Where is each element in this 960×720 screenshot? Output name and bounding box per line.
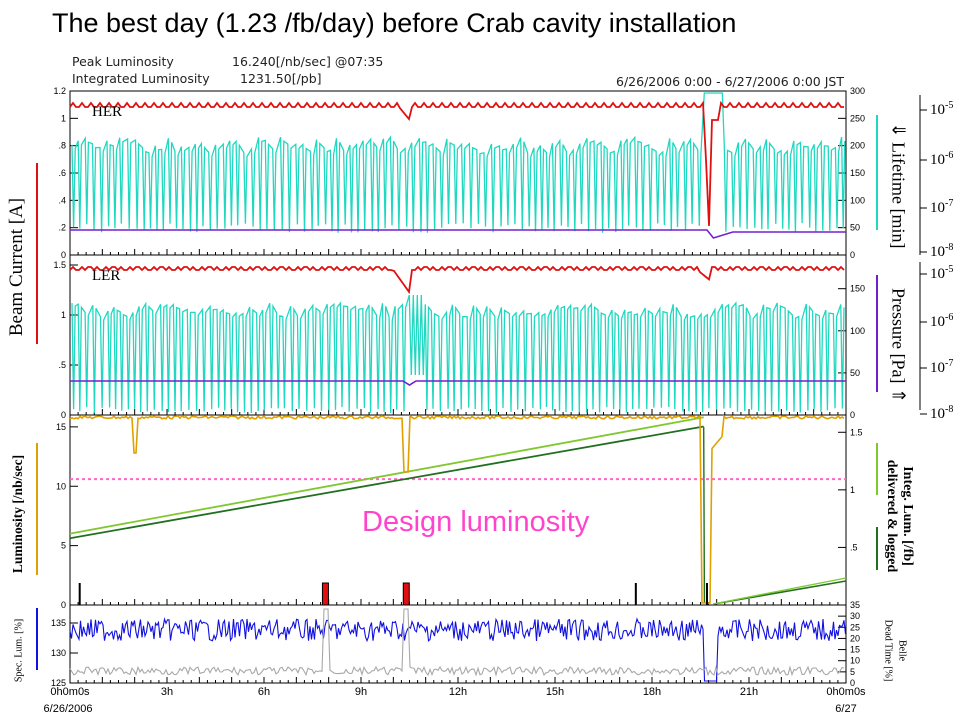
left-tick-label: .2: [58, 223, 66, 233]
beam-current-axis-title: Beam Current [A]: [6, 197, 27, 337]
x-tick-label: 15h: [546, 686, 564, 698]
right-tick-label: 15: [850, 645, 860, 655]
her-lifetime-line: [71, 92, 846, 233]
spec-lum-axis-title: Spec. Lum. [%]: [13, 618, 25, 683]
right-tick-label: 25: [850, 622, 860, 632]
right-tick-label: 30: [850, 611, 860, 621]
pressure-tick-label: 10-7: [930, 198, 954, 216]
x-tick-label: 18h: [643, 686, 661, 698]
left-tick-label: 5: [61, 541, 66, 551]
x-tick-label: 21h: [740, 686, 758, 698]
pressure-tick-label: 10-8: [930, 404, 954, 422]
left-tick-label: 0: [61, 600, 66, 610]
right-tick-label: 1: [850, 485, 855, 495]
integrated-luminosity-value: 1231.50[/pb]: [240, 71, 322, 86]
left-tick-label: .4: [58, 195, 66, 205]
page-title: The best day (1.23 /fb/day) before Crab …: [52, 8, 737, 38]
right-tick-label: 250: [850, 113, 865, 123]
pressure-axis-title: Pressure [Pa] ⇑: [888, 287, 909, 404]
ler-current-line: [69, 265, 845, 295]
left-tick-label: 1.5: [53, 260, 66, 270]
left-tick-label: 125: [51, 678, 66, 688]
her-pressure-line: [70, 229, 846, 239]
right-tick-label: 5: [850, 667, 855, 677]
integ-lum-axis-title: Integ. Lum. [/fb]: [900, 466, 915, 566]
ler-label: LER: [92, 268, 121, 284]
x-tick-label: 0h0m0s: [826, 686, 866, 698]
integ-lum-axis-subtitle: delivered & logged: [884, 459, 899, 573]
right-tick-label: 150: [850, 168, 865, 178]
pressure-tick-label: 10-6: [930, 150, 954, 168]
right-tick-label: 0: [850, 678, 855, 688]
x-tick-label: 6h: [258, 686, 270, 698]
x-tick-label: 12h: [449, 686, 467, 698]
her-label: HER: [92, 104, 122, 120]
right-tick-label: 1.5: [850, 427, 863, 437]
event-marker: [402, 582, 410, 606]
right-tick-label: 50: [850, 368, 860, 378]
luminosity-axis-title: Luminosity [/nb/sec]: [10, 454, 25, 574]
right-tick-label: 200: [850, 141, 865, 151]
pressure-tick-label: 10-7: [930, 358, 954, 376]
left-tick-label: 1: [61, 310, 66, 320]
right-tick-label: 20: [850, 633, 860, 643]
dead-time-line: [69, 608, 845, 678]
event-marker: [321, 582, 329, 606]
date-range: 6/26/2006 0:00 - 6/27/2006 0:00 JST: [616, 74, 844, 89]
left-tick-label: .6: [58, 168, 66, 178]
spec-lum-line: [69, 617, 847, 682]
left-tick-label: 1.2: [53, 86, 66, 96]
pressure-tick-label: 10-6: [930, 312, 954, 330]
pressure-tick-label: 10-8: [930, 242, 954, 260]
x-date-start: 6/26/2006: [44, 703, 93, 715]
belle-axis-title: Belle: [896, 639, 908, 662]
right-tick-label: 300: [850, 86, 865, 96]
left-tick-label: 15: [56, 422, 66, 432]
ler-lifetime-line: [71, 294, 845, 414]
right-tick-label: 50: [850, 223, 860, 233]
x-tick-label: 3h: [161, 686, 173, 698]
right-tick-label: 10: [850, 656, 860, 666]
pressure-tick-label: 10-5: [930, 100, 954, 118]
peak-luminosity-value: 16.240[/nb/sec] @07:35: [232, 54, 384, 69]
left-tick-label: 0: [61, 250, 66, 260]
integ-drop: [703, 426, 706, 604]
left-tick-label: 130: [51, 648, 66, 658]
peak-luminosity-label: Peak Luminosity: [72, 54, 174, 69]
x-tick-label: 9h: [355, 686, 367, 698]
left-tick-label: .5: [58, 360, 66, 370]
right-tick-label: .5: [850, 542, 858, 552]
left-tick-label: 135: [51, 618, 66, 628]
lifetime-axis-title: ⇓ Lifetime [min]: [888, 122, 909, 249]
ler-pressure-line: [70, 380, 846, 386]
left-tick-label: .8: [58, 141, 66, 151]
right-tick-label: 0: [850, 250, 855, 260]
x-date-end: 6/27: [835, 703, 856, 715]
design-luminosity-label: Design luminosity: [362, 506, 590, 538]
spec-lum-panel-frame: [69, 604, 847, 684]
right-tick-label: 0: [850, 410, 855, 420]
right-tick-label: 150: [850, 284, 865, 294]
right-tick-label: 100: [850, 195, 865, 205]
integ-logged-line: [69, 425, 704, 540]
left-tick-label: 1: [61, 113, 66, 123]
x-tick-label: 0h0m0s: [50, 686, 90, 698]
her-current-line: [69, 100, 844, 226]
pressure-tick-label: 10-5: [930, 264, 954, 282]
right-tick-label: 100: [850, 326, 865, 336]
left-tick-label: 10: [56, 481, 66, 491]
dead-time-axis-title: Dead Time [%]: [882, 619, 894, 682]
integrated-luminosity-label: Integrated Luminosity: [72, 71, 210, 86]
integ-delivered-line: [69, 416, 704, 535]
left-tick-label: 0: [61, 410, 66, 420]
luminosity-line: [69, 414, 845, 604]
right-tick-label: 35: [850, 600, 860, 610]
integ-delivered-restart: [713, 577, 847, 605]
